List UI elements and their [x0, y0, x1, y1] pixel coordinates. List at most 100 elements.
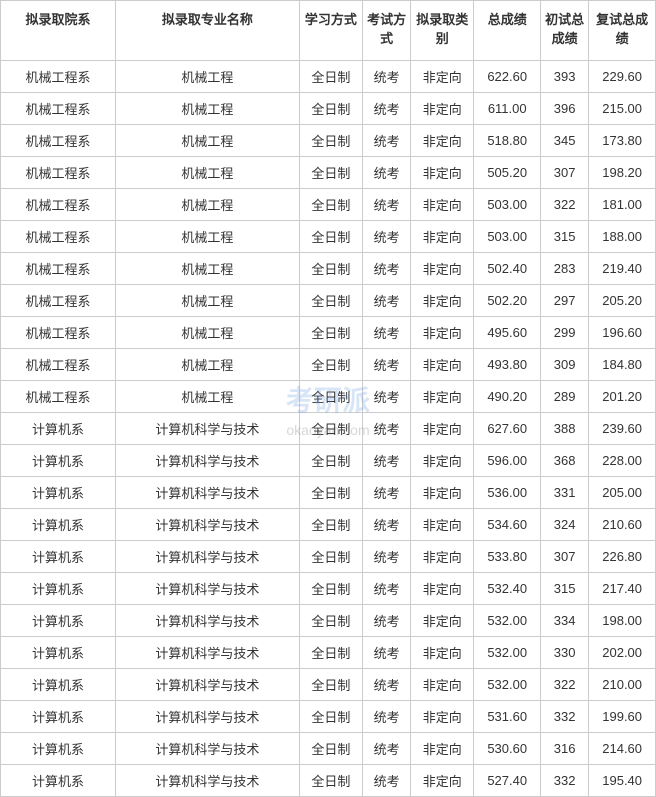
table-cell: 502.20	[474, 285, 541, 317]
table-cell: 315	[541, 221, 589, 253]
table-cell: 全日制	[299, 573, 362, 605]
table-cell: 173.80	[589, 125, 656, 157]
table-cell: 214.60	[589, 733, 656, 765]
admission-table: 拟录取院系 拟录取专业名称 学习方式 考试方式 拟录取类别 总成绩 初试总成绩 …	[0, 0, 656, 797]
table-cell: 机械工程	[115, 317, 299, 349]
table-row: 计算机系计算机科学与技术全日制统考非定向532.00322210.00	[1, 669, 656, 701]
table-cell: 396	[541, 93, 589, 125]
table-cell: 非定向	[411, 221, 474, 253]
table-cell: 机械工程	[115, 93, 299, 125]
table-cell: 非定向	[411, 701, 474, 733]
table-cell: 全日制	[299, 733, 362, 765]
table-cell: 368	[541, 445, 589, 477]
table-cell: 非定向	[411, 541, 474, 573]
table-cell: 316	[541, 733, 589, 765]
table-cell: 全日制	[299, 605, 362, 637]
table-row: 计算机系计算机科学与技术全日制统考非定向536.00331205.00	[1, 477, 656, 509]
table-cell: 全日制	[299, 125, 362, 157]
table-cell: 计算机系	[1, 477, 116, 509]
table-cell: 393	[541, 61, 589, 93]
table-cell: 全日制	[299, 189, 362, 221]
table-cell: 计算机科学与技术	[115, 445, 299, 477]
table-row: 机械工程系机械工程全日制统考非定向611.00396215.00	[1, 93, 656, 125]
table-row: 机械工程系机械工程全日制统考非定向622.60393229.60	[1, 61, 656, 93]
table-cell: 非定向	[411, 317, 474, 349]
table-cell: 统考	[362, 157, 410, 189]
table-cell: 330	[541, 637, 589, 669]
table-cell: 统考	[362, 413, 410, 445]
table-cell: 全日制	[299, 765, 362, 797]
table-cell: 统考	[362, 285, 410, 317]
table-cell: 机械工程系	[1, 285, 116, 317]
table-row: 机械工程系机械工程全日制统考非定向493.80309184.80	[1, 349, 656, 381]
table-cell: 345	[541, 125, 589, 157]
table-cell: 196.60	[589, 317, 656, 349]
table-row: 计算机系计算机科学与技术全日制统考非定向530.60316214.60	[1, 733, 656, 765]
table-cell: 计算机系	[1, 413, 116, 445]
table-cell: 622.60	[474, 61, 541, 93]
table-row: 机械工程系机械工程全日制统考非定向490.20289201.20	[1, 381, 656, 413]
table-cell: 非定向	[411, 93, 474, 125]
table-cell: 计算机系	[1, 701, 116, 733]
header-category: 拟录取类别	[411, 1, 474, 61]
table-cell: 全日制	[299, 253, 362, 285]
table-cell: 统考	[362, 701, 410, 733]
table-cell: 非定向	[411, 125, 474, 157]
table-cell: 统考	[362, 733, 410, 765]
table-cell: 229.60	[589, 61, 656, 93]
table-cell: 全日制	[299, 349, 362, 381]
table-cell: 统考	[362, 349, 410, 381]
table-cell: 226.80	[589, 541, 656, 573]
table-cell: 计算机科学与技术	[115, 733, 299, 765]
table-cell: 210.60	[589, 509, 656, 541]
table-cell: 534.60	[474, 509, 541, 541]
table-cell: 计算机科学与技术	[115, 765, 299, 797]
table-cell: 307	[541, 157, 589, 189]
table-row: 计算机系计算机科学与技术全日制统考非定向534.60324210.60	[1, 509, 656, 541]
table-cell: 315	[541, 573, 589, 605]
table-cell: 181.00	[589, 189, 656, 221]
table-cell: 非定向	[411, 157, 474, 189]
table-cell: 机械工程	[115, 221, 299, 253]
table-cell: 计算机系	[1, 541, 116, 573]
table-cell: 297	[541, 285, 589, 317]
table-row: 计算机系计算机科学与技术全日制统考非定向596.00368228.00	[1, 445, 656, 477]
table-cell: 全日制	[299, 413, 362, 445]
table-row: 计算机系计算机科学与技术全日制统考非定向533.80307226.80	[1, 541, 656, 573]
table-cell: 195.40	[589, 765, 656, 797]
table-cell: 机械工程系	[1, 189, 116, 221]
table-cell: 统考	[362, 317, 410, 349]
table-cell: 计算机系	[1, 573, 116, 605]
table-cell: 198.00	[589, 605, 656, 637]
table-cell: 全日制	[299, 285, 362, 317]
table-cell: 全日制	[299, 637, 362, 669]
table-cell: 计算机系	[1, 765, 116, 797]
table-cell: 596.00	[474, 445, 541, 477]
table-cell: 机械工程	[115, 189, 299, 221]
table-row: 机械工程系机械工程全日制统考非定向503.00322181.00	[1, 189, 656, 221]
table-row: 计算机系计算机科学与技术全日制统考非定向532.00330202.00	[1, 637, 656, 669]
table-cell: 533.80	[474, 541, 541, 573]
table-cell: 全日制	[299, 157, 362, 189]
table-cell: 493.80	[474, 349, 541, 381]
table-cell: 机械工程系	[1, 349, 116, 381]
table-cell: 非定向	[411, 285, 474, 317]
table-cell: 210.00	[589, 669, 656, 701]
table-cell: 全日制	[299, 669, 362, 701]
table-cell: 全日制	[299, 477, 362, 509]
table-cell: 非定向	[411, 189, 474, 221]
table-cell: 217.40	[589, 573, 656, 605]
table-cell: 机械工程系	[1, 221, 116, 253]
table-cell: 全日制	[299, 381, 362, 413]
table-cell: 215.00	[589, 93, 656, 125]
table-cell: 532.00	[474, 637, 541, 669]
table-cell: 机械工程	[115, 381, 299, 413]
table-cell: 全日制	[299, 61, 362, 93]
table-cell: 332	[541, 765, 589, 797]
table-cell: 非定向	[411, 605, 474, 637]
table-cell: 计算机科学与技术	[115, 701, 299, 733]
table-cell: 228.00	[589, 445, 656, 477]
table-cell: 184.80	[589, 349, 656, 381]
table-cell: 机械工程系	[1, 317, 116, 349]
table-cell: 非定向	[411, 253, 474, 285]
